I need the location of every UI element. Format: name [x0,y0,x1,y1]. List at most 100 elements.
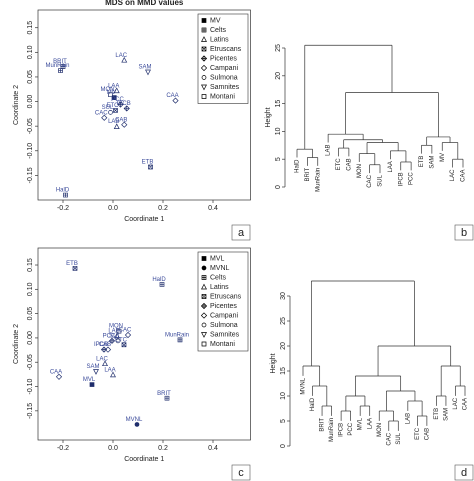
leaf-label: CAA [463,398,469,410]
panel-label-box [231,224,251,241]
leaf-label: SUL [378,174,384,186]
leaf-label: BRIT [305,168,311,182]
legend-marker [201,75,207,80]
y-tick-label: -0.10 [27,143,34,159]
y-tick-label: 0.10 [27,45,34,59]
data-point [108,92,113,98]
y-tick-label: 10 [275,127,282,135]
leaf-label: MON [377,423,383,437]
leaf-label: CAA [461,170,467,182]
y-tick-label: 25 [275,44,282,52]
y-tick-label: 0.00 [27,95,34,109]
y-axis-label: Coordinate 2 [13,85,20,125]
legend-marker [200,312,208,319]
y-tick-label: 25 [280,317,287,325]
leaf-label: SUL [396,432,402,444]
data-point [108,337,116,344]
point-label: ETC [107,103,120,109]
point-label: CAA [166,93,178,99]
data-point [116,328,122,334]
panel-label: c [238,467,244,479]
point-label: CAC [119,328,132,334]
legend-marker [201,256,207,261]
data-point [164,395,170,401]
y-axis-label: Coordinate 2 [13,324,20,364]
legend-label: Montani [210,341,235,348]
legend-label: Samnites [210,331,240,338]
legend-marker [201,36,207,42]
y-tick-label: -0.15 [27,167,34,183]
leaf-label: LAC [450,169,456,181]
leaf-label: MV [440,153,446,162]
data-point [93,369,99,375]
legend-marker [201,283,207,290]
y-tick-label: 5 [280,419,287,423]
x-tick-label: -0.2 [57,205,69,212]
leaf-label: SAM [444,408,450,421]
data-point [117,101,124,108]
leaf-label: PCC [348,422,354,435]
data-point [113,87,120,94]
panel-label: b [461,227,467,239]
point-label: HalD [152,277,166,283]
legend-label: Picentes [210,303,237,310]
data-point [177,337,183,343]
y-tick-label: 15 [275,100,282,108]
y-tick-label: 0.10 [27,282,34,296]
leaf-label: IPCB [398,172,404,186]
data-point [89,382,95,387]
legend-label: Campani [210,65,238,72]
x-tick-label: 0.4 [208,205,218,212]
data-point [55,373,63,380]
legend-label: MVL [210,255,225,262]
data-point [145,69,151,76]
legend-label: Samnites [210,84,240,91]
point-label: LAB [108,329,119,335]
y-tick-label: -0.05 [27,118,34,134]
point-label: IPCB [94,342,108,348]
legend-label: MVNL [210,265,230,272]
data-point [111,95,117,100]
data-point [101,114,108,121]
x-tick-label: -0.2 [57,445,69,452]
point-label: CAB [99,342,111,348]
legend-label: Sulmona [210,322,238,329]
legend-marker [201,84,207,91]
point-label: BRIT [53,59,67,65]
leaf-label: LAB [326,145,332,156]
leaf-label: LAB [405,413,411,424]
x-axis-label: Coordinate 1 [124,216,164,223]
legend-marker [201,18,207,23]
legend-marker [201,294,207,299]
y-axis-label: Height [265,107,272,127]
data-point [159,282,165,287]
data-point [124,331,132,339]
data-point [148,164,153,170]
y-axis-label: Height [270,353,277,373]
legend-label: Celts [210,27,226,34]
point-label: SUL [102,105,114,111]
y-tick-label: 0 [275,185,282,189]
y-tick-label: 0 [280,444,287,448]
legend-label: Latins [210,284,229,291]
data-point [72,266,78,271]
point-label: MVL [83,377,96,383]
plot-frame [37,247,251,441]
point-label: SAM [86,364,99,370]
plot-frame [37,9,251,201]
data-point [121,56,128,63]
legend-label: Picentes [210,55,237,62]
point-label: ETC [115,337,128,343]
data-point [121,342,127,348]
point-label: LAC [96,356,108,362]
legend-marker [201,46,207,52]
data-point [60,64,66,69]
point-label: IPCB [117,101,131,107]
legend-label: Latins [210,36,229,43]
point-label: LAA [104,367,115,373]
legend-marker [200,302,208,310]
point-label: LAA [108,83,119,89]
legend-box [197,251,249,352]
x-tick-label: 0.2 [158,445,168,452]
